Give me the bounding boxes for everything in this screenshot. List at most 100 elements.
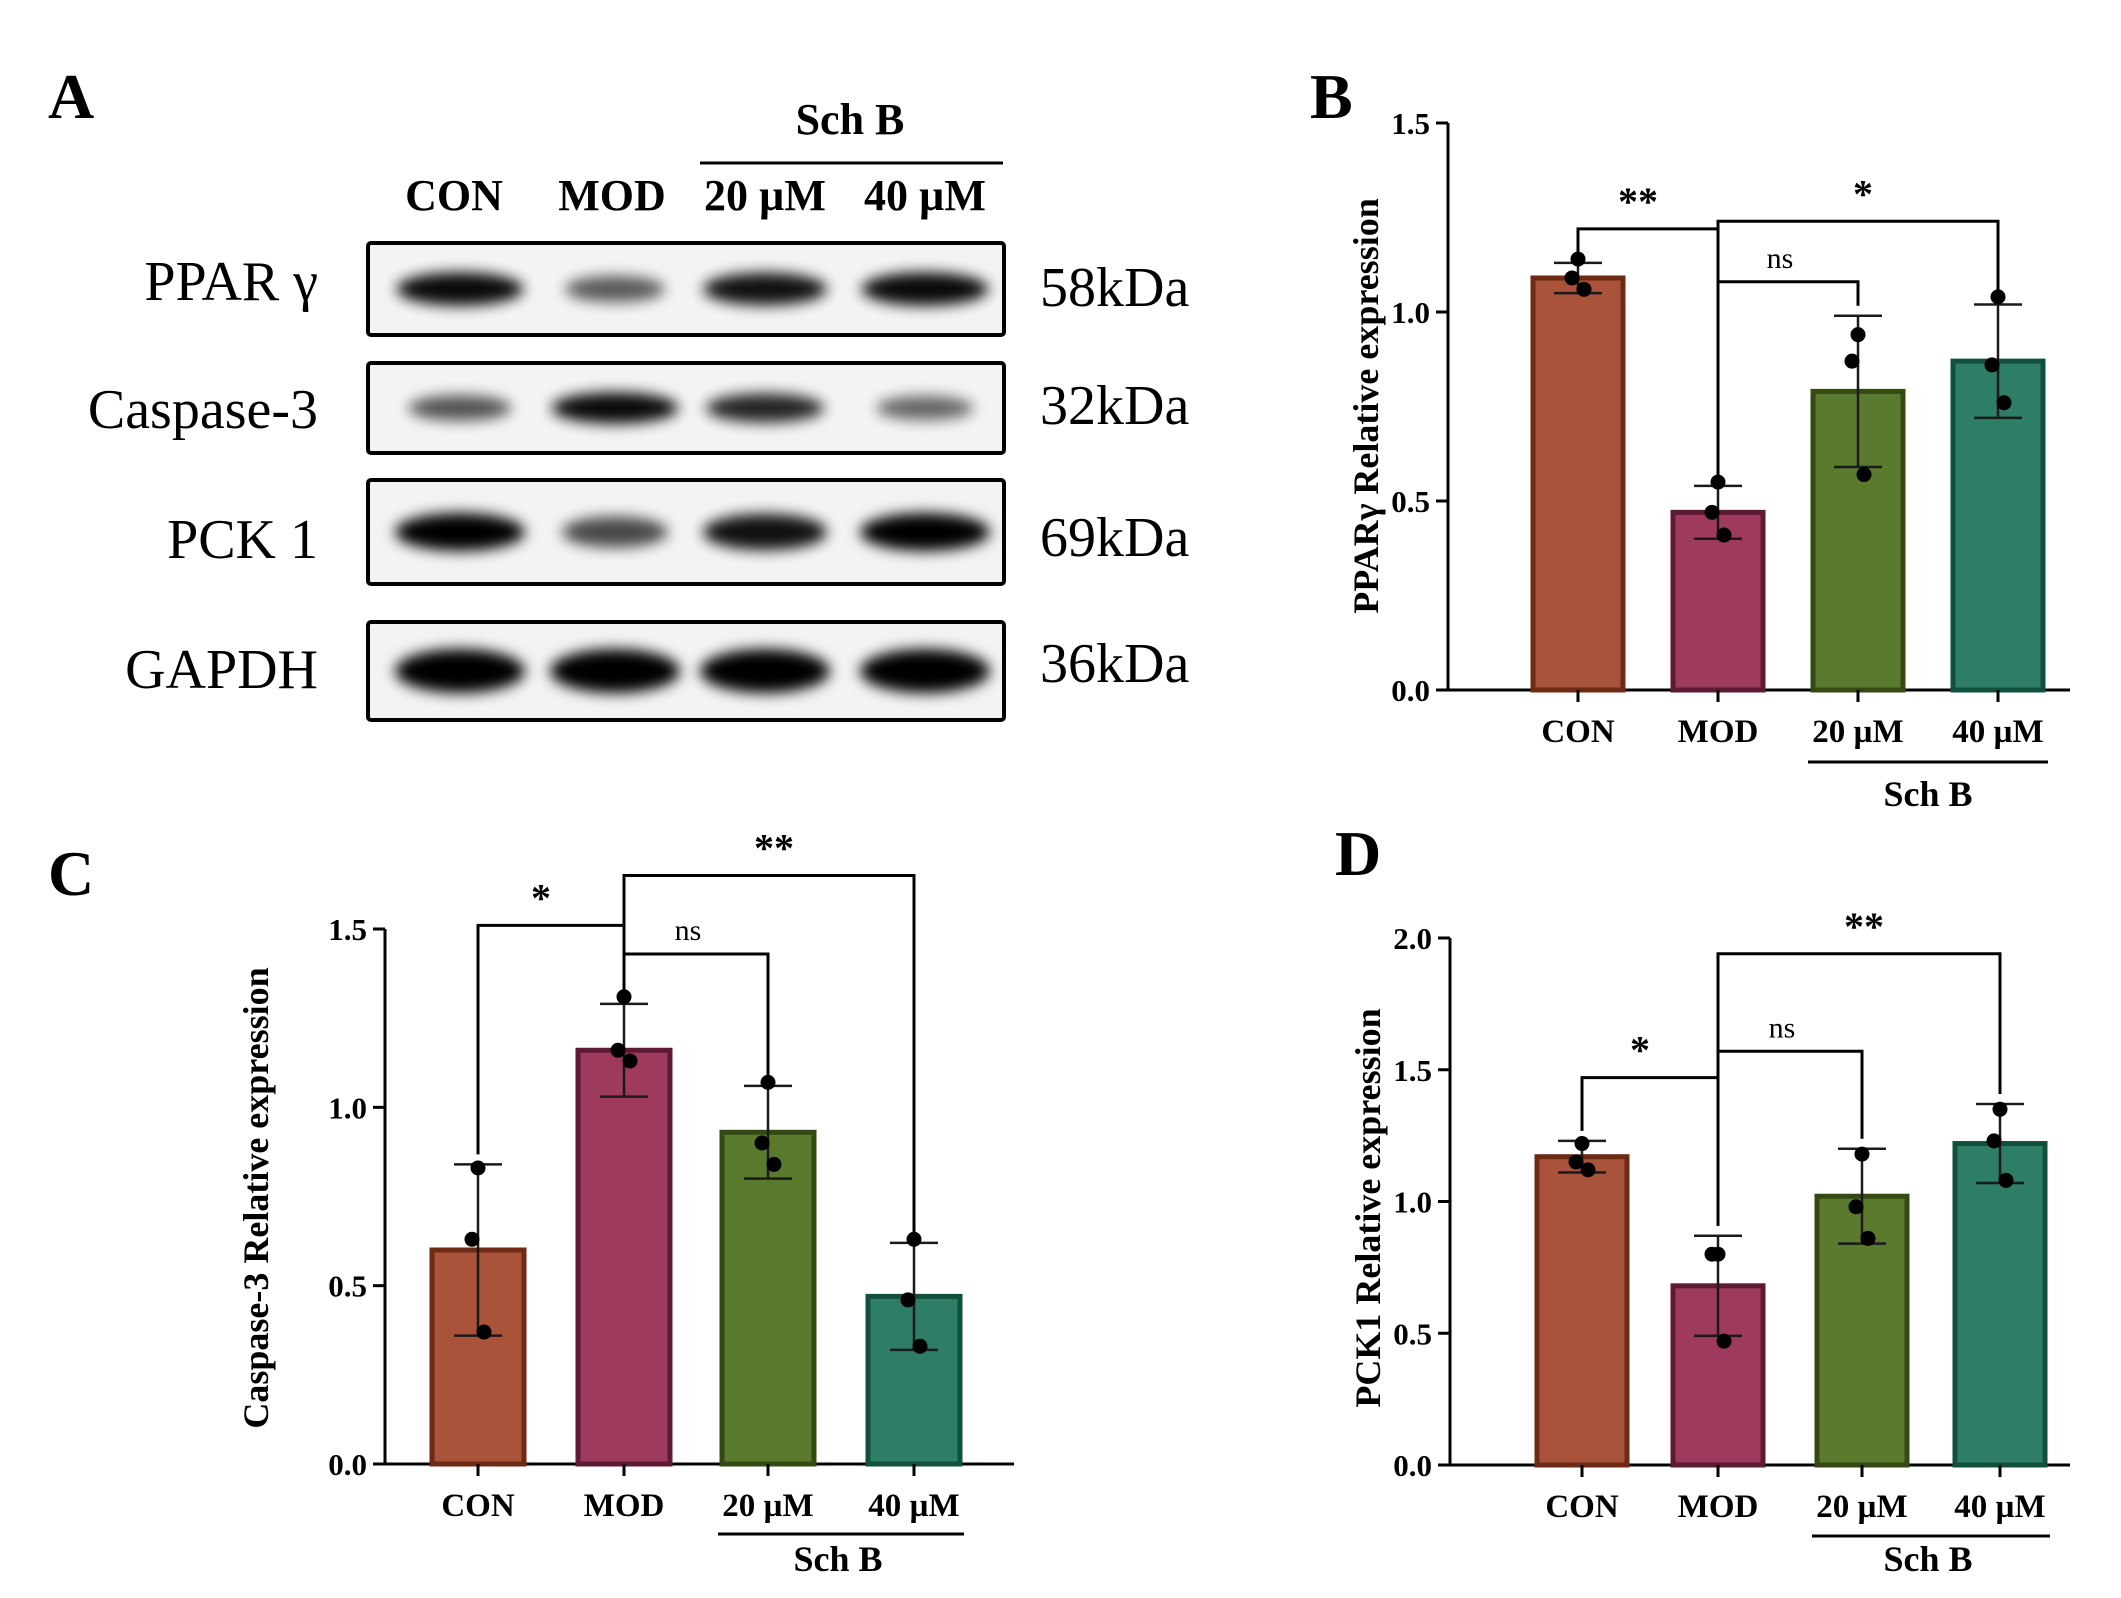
data-point [1984, 357, 2000, 373]
data-point [1704, 504, 1720, 520]
blot-band [565, 275, 665, 303]
significance-bracket [1716, 952, 2002, 1226]
data-point [622, 1053, 638, 1069]
lane-label-20um: 20 µM [704, 171, 826, 220]
blot-band [861, 272, 989, 306]
significance-label: ** [754, 826, 794, 871]
x-tick-label: MOD [1678, 714, 1759, 750]
x-tick-label: 40 µM [1952, 714, 2043, 750]
data-point [1844, 353, 1860, 369]
significance-bracket [1716, 219, 2000, 476]
data-point [1998, 1172, 2014, 1188]
size-label-caspase3: 32kDa [1040, 375, 1189, 437]
blot-band [408, 395, 512, 421]
blot-band [860, 513, 990, 551]
significance-label: * [1630, 1028, 1650, 1073]
blot-band [395, 649, 525, 693]
blot-membrane-caspase3 [366, 361, 1006, 455]
bar [1952, 1141, 2048, 1468]
size-label-ppar: 58kDa [1040, 257, 1189, 319]
data-point [470, 1160, 486, 1176]
significance-label: ** [1844, 904, 1884, 949]
protein-label-caspase3: Caspase-3 [88, 379, 318, 441]
panel-letter-d: D [1335, 818, 1381, 889]
sch-b-label: Sch B [796, 95, 905, 144]
chart-ppar-gamma: 0.0 0.5 1.0 1.5 PPARγ Relative expression CON… [1346, 106, 2070, 814]
x-tick-label: CON [1541, 714, 1615, 750]
y-tick-label: 1.5 [328, 912, 367, 947]
data-point [766, 1156, 782, 1172]
y-tick-label: 1.0 [1391, 295, 1430, 330]
bar [719, 1129, 817, 1467]
blot-band [396, 272, 524, 306]
y-tick-label: 0.0 [1393, 1448, 1432, 1483]
data-point [1570, 251, 1586, 267]
bar [1534, 1154, 1630, 1468]
data-point [1580, 1162, 1596, 1178]
lane-label-40um: 40 µM [864, 171, 986, 220]
panel-letter-b: B [1310, 61, 1353, 132]
western-blot-panel: A Sch B CON MOD 20 µM 40 µM PPAR γ 58kDa… [48, 61, 1189, 722]
data-point [1860, 1230, 1876, 1246]
size-label-pck1: 69kDa [1040, 507, 1189, 569]
data-point [906, 1231, 922, 1247]
significance-label: * [1853, 171, 1873, 216]
blot-membrane-ppar [366, 241, 1006, 337]
x-tick-label: 40 µM [868, 1488, 959, 1524]
data-point [1986, 1133, 2002, 1149]
significance-bracket [622, 874, 916, 1233]
data-point [754, 1135, 770, 1151]
data-point [912, 1338, 928, 1354]
panel-letter-a: A [48, 61, 94, 132]
data-point [1996, 395, 2012, 411]
significance-label: * [531, 875, 551, 920]
blot-band [551, 392, 679, 424]
data-point [1574, 1136, 1590, 1152]
data-point [1848, 1199, 1864, 1215]
significance-label: ** [1618, 179, 1658, 224]
blot-band [395, 513, 525, 551]
bands-gapdh [395, 649, 990, 693]
blot-membrane-gapdh [366, 620, 1006, 722]
chart-caspase3: 0.0 0.5 1.0 1.5 Caspase-3 Relative expressio… [236, 826, 1014, 1579]
protein-label-pck1: PCK 1 [167, 509, 318, 571]
y-axis-label: PPARγ Relative expression [1346, 198, 1386, 613]
significance-label: ns [675, 914, 702, 947]
data-point [1716, 1333, 1732, 1349]
blot-band [700, 649, 830, 693]
blot-band [876, 395, 974, 421]
y-tick-label: 0.0 [328, 1447, 367, 1482]
y-tick-label: 0.5 [328, 1269, 367, 1304]
data-point [616, 989, 632, 1005]
data-point [1564, 270, 1580, 286]
lane-label-mod: MOD [558, 171, 666, 220]
y-tick-label: 1.5 [1393, 1053, 1432, 1088]
significance-label: ns [1767, 242, 1794, 275]
bar [575, 1047, 673, 1467]
y-axis-label: Caspase-3 Relative expression [236, 967, 276, 1428]
sch-b-group-label: Sch B [793, 1539, 882, 1579]
blot-membrane-pck1 [366, 478, 1006, 586]
bar [1530, 275, 1626, 693]
size-label-gapdh: 36kDa [1040, 633, 1189, 695]
protein-label-gapdh: GAPDH [125, 639, 318, 701]
data-point [476, 1324, 492, 1340]
bands-pck1 [395, 513, 990, 551]
bands-ppar [396, 272, 989, 306]
x-tick-label: 20 µM [722, 1488, 813, 1524]
data-point [900, 1292, 916, 1308]
protein-label-ppar: PPAR γ [144, 251, 318, 313]
data-point [1992, 1101, 2008, 1117]
x-tick-label: MOD [584, 1488, 665, 1524]
data-point [1854, 1146, 1870, 1162]
y-tick-label: 0.5 [1393, 1316, 1432, 1351]
data-point [1568, 1154, 1584, 1170]
blot-band [706, 393, 824, 423]
y-tick-label: 1.0 [1393, 1185, 1432, 1220]
blot-band [860, 649, 990, 693]
data-point [1704, 1246, 1720, 1262]
blot-band [703, 513, 827, 551]
sch-b-group-label: Sch B [1883, 1539, 1972, 1579]
x-tick-label: 20 µM [1816, 1489, 1907, 1525]
